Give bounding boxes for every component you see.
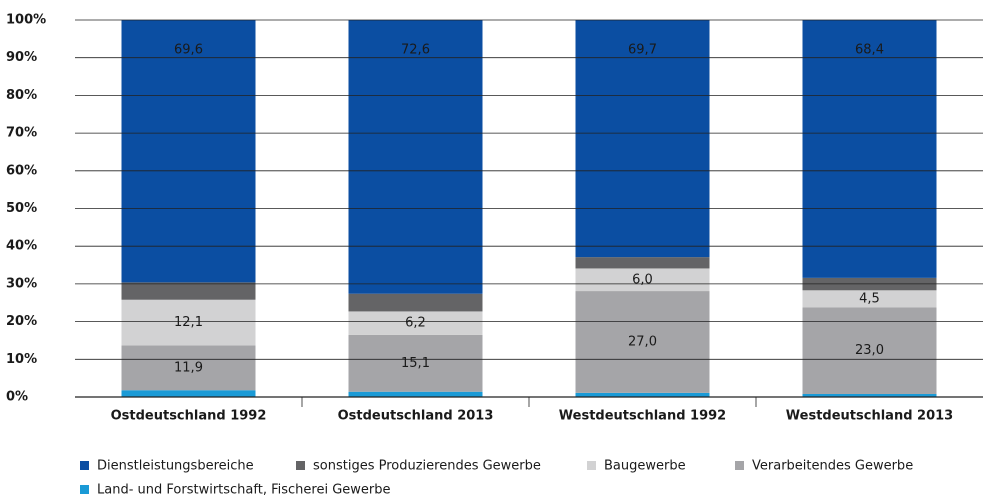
x-tick-label: Ostdeutschland 1992: [111, 409, 267, 424]
bar-segment: [348, 20, 483, 294]
legend-label: Land- und Forstwirtschaft, Fischerei Gew…: [97, 483, 391, 498]
y-tick-label: 0%: [6, 390, 28, 405]
bars: [121, 20, 937, 397]
data-label: 68,4: [855, 43, 884, 58]
legend-swatch: [735, 461, 744, 470]
legend-swatch: [80, 461, 89, 470]
legend-swatch: [80, 485, 89, 494]
bar-segment: [575, 20, 710, 258]
y-tick-label: 100%: [6, 13, 46, 28]
legend-label: Dienstleistungsbereiche: [97, 459, 254, 474]
y-tick-label: 50%: [6, 201, 37, 216]
y-tick-label: 30%: [6, 276, 37, 291]
legend-label: Verarbeitendes Gewerbe: [752, 459, 913, 474]
data-label: 27,0: [628, 334, 657, 349]
legend-swatch: [296, 461, 305, 470]
bar-segment: [575, 392, 710, 397]
y-tick-label: 90%: [6, 50, 37, 65]
bar-segment: [121, 345, 256, 391]
legend-swatch: [587, 461, 596, 470]
y-tick-label: 10%: [6, 352, 37, 367]
bar-segment: [348, 293, 483, 312]
legend-label: sonstiges Produzierendes Gewerbe: [313, 459, 541, 474]
data-label: 69,6: [174, 43, 203, 58]
data-label: 4,5: [859, 291, 880, 306]
data-label: 15,1: [401, 356, 430, 371]
y-tick-label: 40%: [6, 239, 37, 254]
data-label: 11,9: [174, 360, 203, 375]
bar-segment: [121, 282, 256, 300]
bar-segment: [802, 290, 937, 308]
data-label: 6,2: [405, 316, 426, 331]
bar-segment: [575, 291, 710, 393]
bar-segment: [575, 268, 710, 292]
bar-segment: [121, 20, 256, 283]
bar-segment: [121, 390, 256, 397]
data-label: 6,0: [632, 272, 653, 287]
bar-segment: [802, 20, 937, 278]
bar-segment: [348, 334, 483, 392]
data-label: 69,7: [628, 43, 657, 58]
bar-segment: [802, 393, 937, 397]
bar-segment: [121, 299, 256, 346]
y-tick-label: 70%: [6, 126, 37, 141]
x-tick-label: Westdeutschland 2013: [786, 409, 953, 424]
bar-segment: [348, 391, 483, 397]
data-label: 12,1: [174, 315, 203, 330]
data-label: 72,6: [401, 43, 430, 58]
x-tick-label: Westdeutschland 1992: [559, 409, 726, 424]
y-tick-label: 20%: [6, 314, 37, 329]
data-label: 23,0: [855, 343, 884, 358]
y-tick-label: 60%: [6, 163, 37, 178]
x-tick-label: Ostdeutschland 2013: [338, 409, 494, 424]
legend-label: Baugewerbe: [604, 459, 686, 474]
bar-segment: [575, 257, 710, 269]
y-tick-label: 80%: [6, 88, 37, 103]
bar-segment: [348, 311, 483, 335]
